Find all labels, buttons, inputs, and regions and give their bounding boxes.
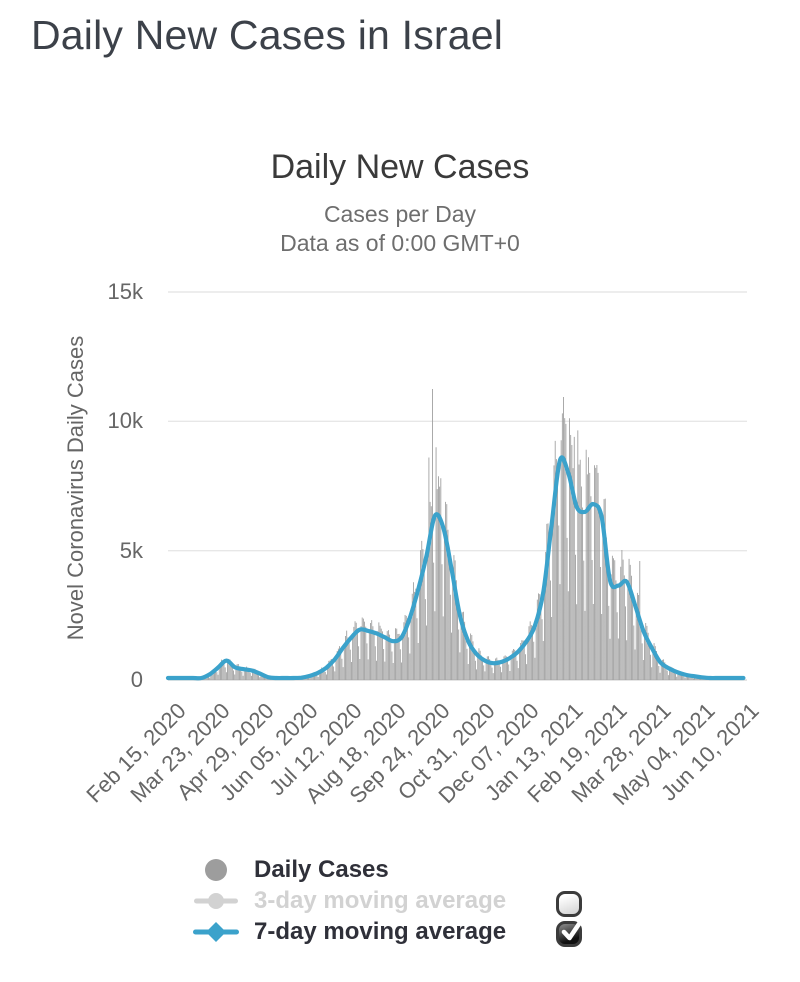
seven-day-average-line (165, 455, 746, 681)
legend-label-3day-average: 3-day moving average (254, 887, 507, 914)
seven-day-average-marker-icon (193, 922, 239, 942)
checkbox-3day-average[interactable] (556, 891, 582, 917)
page-title: Daily New Cases in Israel (31, 12, 504, 58)
legend-label-daily-cases: Daily Cases (254, 856, 389, 883)
y-tick-label: 0 (130, 667, 143, 692)
y-tick-label: 15k (107, 279, 143, 304)
legend-item-7day-average[interactable]: 7-day moving average (190, 918, 506, 946)
y-tick-label: 5k (119, 537, 143, 563)
chart-subtitle: Cases per Day (323, 201, 477, 227)
checkbox-7day-average[interactable] (556, 920, 583, 947)
chart-data-as-of: Data as of 0:00 GMT+0 (280, 230, 520, 256)
legend-item-3day-average[interactable]: 3-day moving average (190, 887, 506, 915)
daily-cases-marker-icon (205, 859, 227, 881)
legend-item-daily-cases[interactable]: Daily Cases (190, 856, 389, 884)
y-tick-label: 10k (107, 408, 143, 434)
chart-title: Daily New Cases (270, 148, 530, 186)
checkmark-icon (561, 920, 583, 941)
legend-label-7day-average: 7-day moving average (254, 918, 507, 945)
three-day-average-marker-icon (194, 893, 238, 909)
